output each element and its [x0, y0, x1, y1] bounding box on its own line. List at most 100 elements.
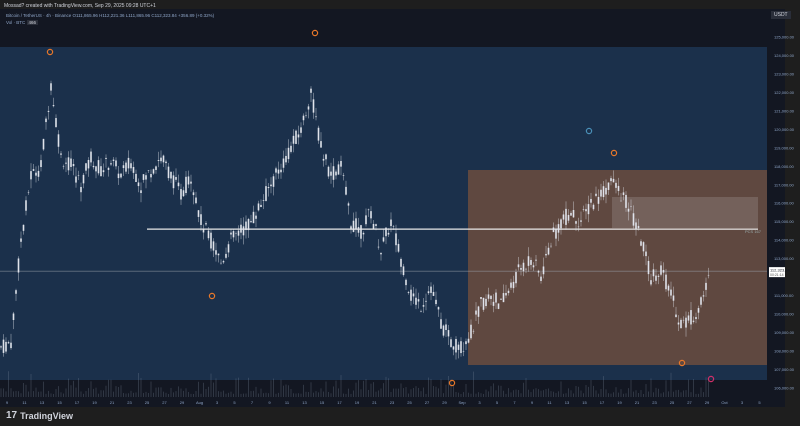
candle-body — [115, 160, 117, 167]
time-tick: 17 — [337, 400, 342, 405]
candle-body — [302, 115, 305, 121]
candle-body — [435, 299, 437, 305]
candle-body — [122, 165, 125, 169]
candle-body — [662, 269, 665, 273]
candle-body — [12, 313, 15, 321]
candle-body — [447, 330, 450, 337]
candle-body — [390, 219, 392, 227]
candle-body — [442, 325, 445, 336]
candle-body — [647, 260, 650, 275]
candle-body — [260, 204, 262, 208]
candle-body — [510, 282, 512, 288]
chart-legend: Bitcoin / TetherUS · 4h · Binance O111,8… — [6, 12, 214, 26]
time-tick: 11 — [547, 400, 552, 405]
time-tick: 25 — [407, 400, 412, 405]
candle-body — [240, 224, 242, 233]
candle-body — [180, 189, 182, 200]
candle-body — [67, 157, 70, 171]
time-tick: 5 — [496, 400, 499, 405]
time-tick: 7 — [513, 400, 516, 405]
candle-body — [347, 203, 350, 206]
time-tick: 19 — [617, 400, 622, 405]
candle-body — [267, 187, 270, 189]
candle-body — [367, 209, 370, 211]
candle-body — [485, 298, 487, 307]
candle-body — [262, 200, 265, 201]
candle-body — [232, 231, 235, 238]
candle-body — [457, 344, 460, 350]
candle-body — [675, 314, 677, 318]
candle-body — [650, 280, 652, 285]
time-tick: 11 — [285, 400, 290, 405]
candle-body — [205, 223, 207, 225]
candle-body — [595, 193, 597, 196]
candle-body — [497, 303, 500, 309]
candle-body — [207, 230, 210, 239]
candle-body — [630, 206, 632, 207]
candle-body — [327, 166, 330, 177]
candle-body — [120, 173, 122, 178]
signal-marker — [585, 127, 593, 135]
candle-body — [140, 190, 142, 194]
last-price-box — [769, 267, 785, 278]
currency-button[interactable]: USDT — [771, 11, 791, 19]
candle-body — [690, 310, 692, 325]
candle-body — [50, 83, 52, 91]
countdown-label: 00:21:14 — [770, 273, 784, 277]
time-tick: 5 — [758, 400, 761, 405]
candle-body — [300, 127, 302, 133]
candle-body — [670, 289, 672, 296]
candle-body — [537, 270, 540, 273]
time-tick: 5 — [233, 400, 236, 405]
candle-body — [350, 226, 352, 229]
candle-body — [607, 182, 610, 190]
candle-body — [582, 209, 585, 210]
candle-body — [172, 175, 175, 189]
candle-body — [470, 324, 472, 339]
time-tick: 17 — [75, 400, 80, 405]
candle-body — [370, 211, 372, 219]
candle-body — [22, 224, 25, 231]
candle-body — [117, 173, 120, 179]
price-tick: 111,000.00 — [774, 293, 794, 298]
candle-body — [487, 294, 490, 299]
candle-body — [360, 225, 362, 239]
candle-body — [130, 163, 132, 169]
volume-label[interactable]: Vol · BTC — [6, 20, 26, 25]
candle-body — [25, 200, 27, 211]
last-price-label: 112,323.84 — [770, 268, 790, 273]
candle-body — [220, 262, 222, 264]
candle-body — [40, 160, 42, 168]
candle-body — [295, 130, 297, 144]
time-tick: 29 — [180, 400, 185, 405]
candle-body — [202, 229, 205, 233]
candle-body — [247, 219, 250, 231]
candle-body — [100, 166, 102, 177]
candle-body — [480, 297, 482, 299]
price-tick: 121,000.00 — [774, 108, 795, 113]
candle-body — [265, 186, 267, 201]
time-tick: 15 — [320, 400, 325, 405]
candle-body — [287, 147, 290, 160]
time-tick: 27 — [162, 400, 167, 405]
candle-body — [572, 210, 575, 218]
price-tick: 114,000.00 — [774, 238, 794, 243]
candle-body — [70, 158, 72, 167]
candle-body — [455, 339, 457, 353]
time-tick: Oct — [721, 400, 728, 405]
price-tick: 124,000.00 — [774, 53, 795, 58]
candle-body — [660, 265, 662, 275]
time-tick: 23 — [127, 400, 132, 405]
candle-body — [635, 222, 637, 229]
candle-body — [682, 319, 685, 321]
time-scale — [0, 398, 785, 407]
candle-body — [632, 213, 635, 226]
candle-body — [245, 221, 247, 230]
candle-body — [515, 272, 517, 284]
candle-body — [225, 253, 227, 258]
candle-body — [552, 227, 555, 233]
candle-body — [385, 227, 387, 237]
candle-body — [547, 247, 550, 255]
symbol-label[interactable]: Bitcoin / TetherUS · 4h · Binance — [6, 13, 72, 18]
